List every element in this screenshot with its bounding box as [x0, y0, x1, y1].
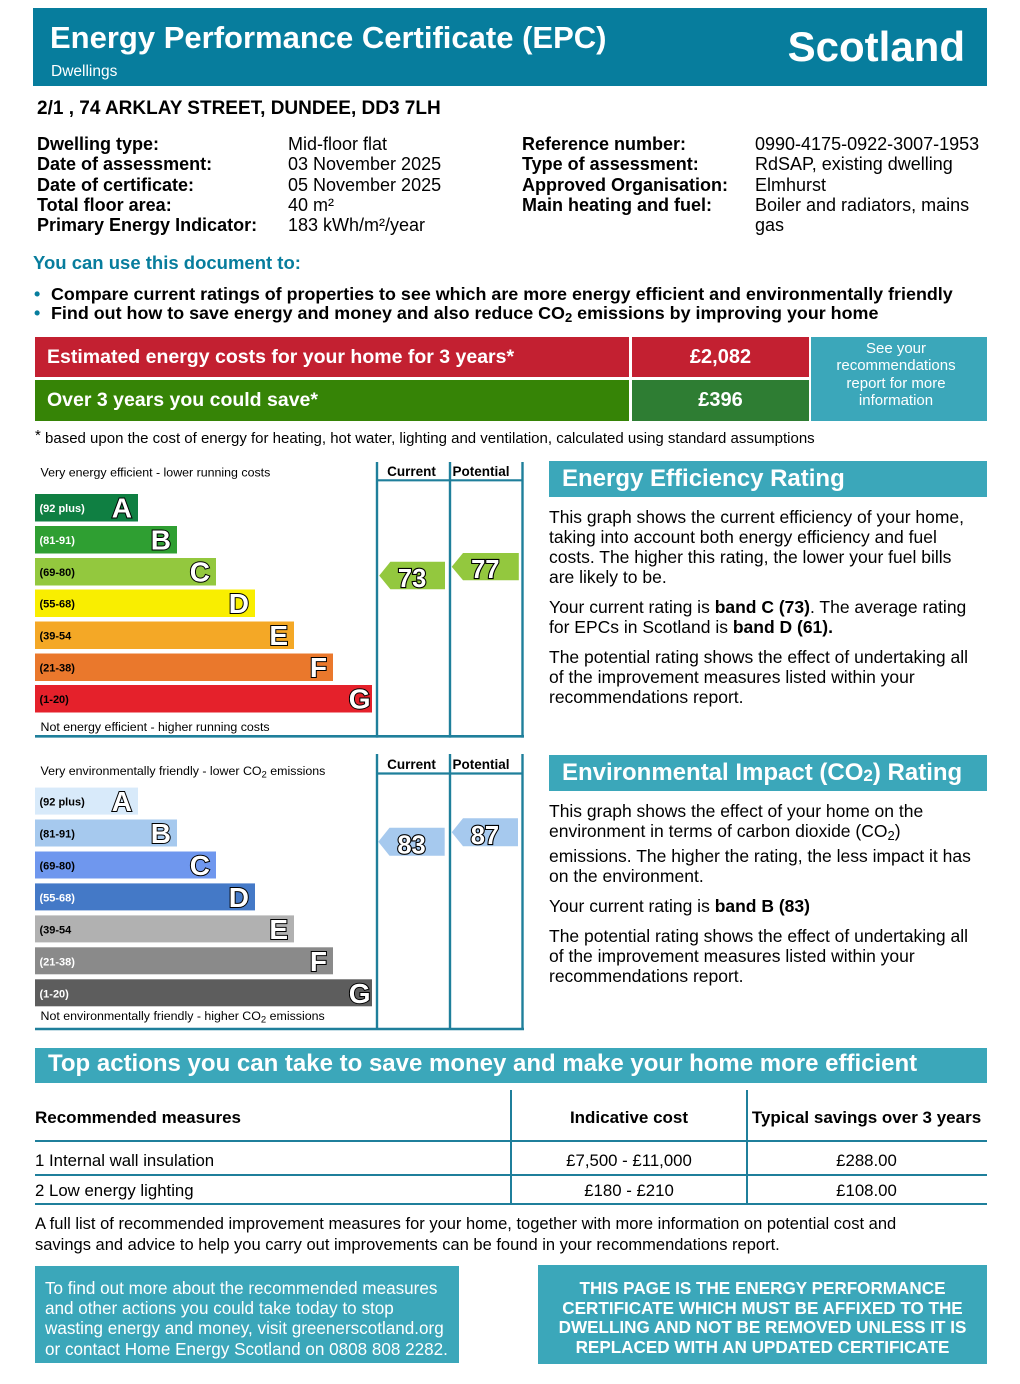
- svg-text:(1-20): (1-20): [40, 694, 70, 706]
- svg-text:D: D: [229, 588, 249, 619]
- svg-text:(92 plus): (92 plus): [40, 503, 86, 515]
- svg-text:(39-54: (39-54: [40, 924, 73, 936]
- svg-text:(39-54: (39-54: [40, 631, 73, 643]
- svg-text:Not energy efficient - higher: Not energy efficient - higher running co…: [41, 720, 270, 734]
- svg-text:B: B: [151, 525, 171, 556]
- svg-text:77: 77: [471, 556, 499, 584]
- svg-text:C: C: [190, 850, 210, 881]
- svg-text:C: C: [190, 557, 210, 588]
- svg-text:(81-91): (81-91): [40, 535, 76, 547]
- svg-text:(92 plus): (92 plus): [40, 797, 86, 809]
- svg-text:F: F: [310, 946, 327, 977]
- svg-text:G: G: [349, 684, 371, 715]
- svg-text:F: F: [310, 652, 327, 683]
- svg-text:Very energy efficient - lower: Very energy efficient - lower running co…: [41, 466, 271, 480]
- svg-text:B: B: [151, 818, 171, 849]
- svg-text:87: 87: [471, 822, 499, 850]
- svg-text:73: 73: [398, 565, 426, 593]
- svg-text:A: A: [112, 493, 132, 524]
- svg-text:(81-91): (81-91): [40, 829, 76, 841]
- svg-text:(1-20): (1-20): [40, 988, 70, 1000]
- svg-text:(55-68): (55-68): [40, 599, 76, 611]
- svg-text:D: D: [229, 882, 249, 913]
- svg-text:(21-38): (21-38): [40, 956, 76, 968]
- svg-text:83: 83: [397, 832, 425, 860]
- svg-text:Potential: Potential: [452, 757, 509, 772]
- svg-text:G: G: [349, 978, 371, 1009]
- svg-text:Potential: Potential: [452, 464, 509, 479]
- svg-text:(21-38): (21-38): [40, 663, 76, 675]
- svg-text:E: E: [269, 914, 288, 945]
- svg-text:E: E: [269, 620, 288, 651]
- svg-text:(69-80): (69-80): [40, 861, 76, 873]
- svg-text:A: A: [112, 786, 132, 817]
- svg-text:Very environmentally friendly: Very environmentally friendly - lower CO…: [41, 764, 326, 781]
- svg-text:(55-68): (55-68): [40, 892, 76, 904]
- svg-text:Current: Current: [387, 757, 436, 772]
- svg-text:(69-80): (69-80): [40, 567, 76, 579]
- svg-text:Current: Current: [387, 464, 436, 479]
- svg-text:Not environmentally friendly -: Not environmentally friendly - higher CO…: [41, 1009, 325, 1026]
